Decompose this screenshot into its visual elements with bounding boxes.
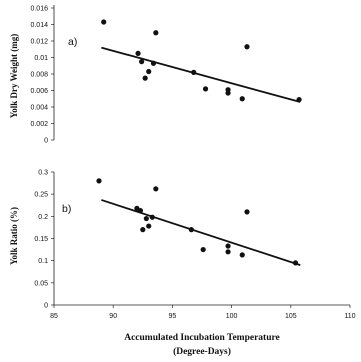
panel-a-data-point <box>101 19 107 25</box>
x-tick-label: 105 <box>285 313 297 320</box>
x-axis-subtitle: (Degree-Days) <box>173 346 231 357</box>
panel-b-label: b) <box>62 203 71 215</box>
panel-a-y-tick-label: 0.004 <box>30 105 48 112</box>
panel-b-data-point <box>239 252 245 258</box>
panel-a-data-point <box>139 59 145 65</box>
panel-b-data-point <box>225 249 231 255</box>
panel-a-points <box>101 19 302 103</box>
panel-b-y-tick-label: 0.1 <box>38 258 48 265</box>
panel-b-y-tick-label: 0.25 <box>34 192 48 199</box>
panel-b-data-point <box>225 243 231 249</box>
x-tick-label: 95 <box>169 313 177 320</box>
x-axis: 85 90 95 100 105 110 Accumulated Incubation T… <box>50 304 356 357</box>
panel-b-y-axis-title: Yolk Ratio (%) <box>9 207 19 265</box>
panel-b-y-ticks: 0 0.05 0.1 0.15 0.2 0.25 0.3 <box>34 170 54 310</box>
panel-a-y-tick-label: 0.008 <box>30 72 48 79</box>
panel-a-data-point <box>142 75 148 81</box>
panel-a-data-point <box>146 68 152 75</box>
x-axis-title: Accumulated Incubation Temperature <box>124 333 280 343</box>
panel-a: 0 0.002 0.004 0.006 0.008 0.01 0.012 0.014 0.016… <box>9 5 302 145</box>
panel-a-y-axis-title: Yolk Dry Weight (mg) <box>9 34 19 119</box>
panel-a-data-point <box>244 44 250 50</box>
panel-a-data-point <box>225 90 231 96</box>
panel-b-data-point <box>146 223 152 229</box>
panel-b-data-point <box>244 209 250 215</box>
panel-a-y-tick-label: 0.006 <box>30 88 48 95</box>
panel-b-data-point <box>153 186 159 192</box>
panel-a-label: a) <box>68 36 77 48</box>
panel-b-y-tick-label: 0 <box>44 303 48 310</box>
x-tick-label: 85 <box>50 313 58 320</box>
panel-a-data-point <box>202 86 209 92</box>
x-tick-label: 100 <box>226 313 238 320</box>
panel-a-y-tick-label: 0.002 <box>30 121 48 128</box>
x-axis-ticks: 85 90 95 100 105 110 <box>50 305 356 320</box>
panel-b-data-point <box>143 215 149 222</box>
panel-b-data-point <box>200 246 206 253</box>
panel-b-trendline <box>101 199 301 266</box>
panel-a-data-point <box>153 30 159 36</box>
panel-b: 0 0.05 0.1 0.15 0.2 0.25 0.3 b) Yolk Ratio (%) <box>9 170 301 310</box>
panel-b-points <box>96 178 299 266</box>
panel-b-y-tick-label: 0.05 <box>34 280 48 287</box>
x-tick-label: 90 <box>109 313 117 320</box>
panel-a-y-tick-label: 0.014 <box>30 22 48 29</box>
panel-a-y-tick-label: 0.01 <box>34 55 48 62</box>
panel-b-y-tick-label: 0.15 <box>34 236 48 243</box>
panel-a-data-point <box>239 96 245 102</box>
panel-b-y-tick-label: 0.2 <box>38 214 48 221</box>
panel-a-y-tick-label: 0.012 <box>30 39 48 46</box>
panel-a-trendline <box>101 46 301 103</box>
x-tick-label: 110 <box>344 313 355 320</box>
panel-a-y-ticks: 0 0.002 0.004 0.006 0.008 0.01 0.012 0.014 0.016 <box>30 6 54 145</box>
panel-b-y-tick-label: 0.3 <box>38 170 48 177</box>
panel-a-y-tick-label: 0.016 <box>30 6 48 13</box>
panel-a-y-tick-label: 0 <box>44 138 48 145</box>
panel-a-data-point <box>135 50 141 56</box>
panel-b-data-point <box>140 227 146 233</box>
panel-b-data-point <box>96 178 102 184</box>
